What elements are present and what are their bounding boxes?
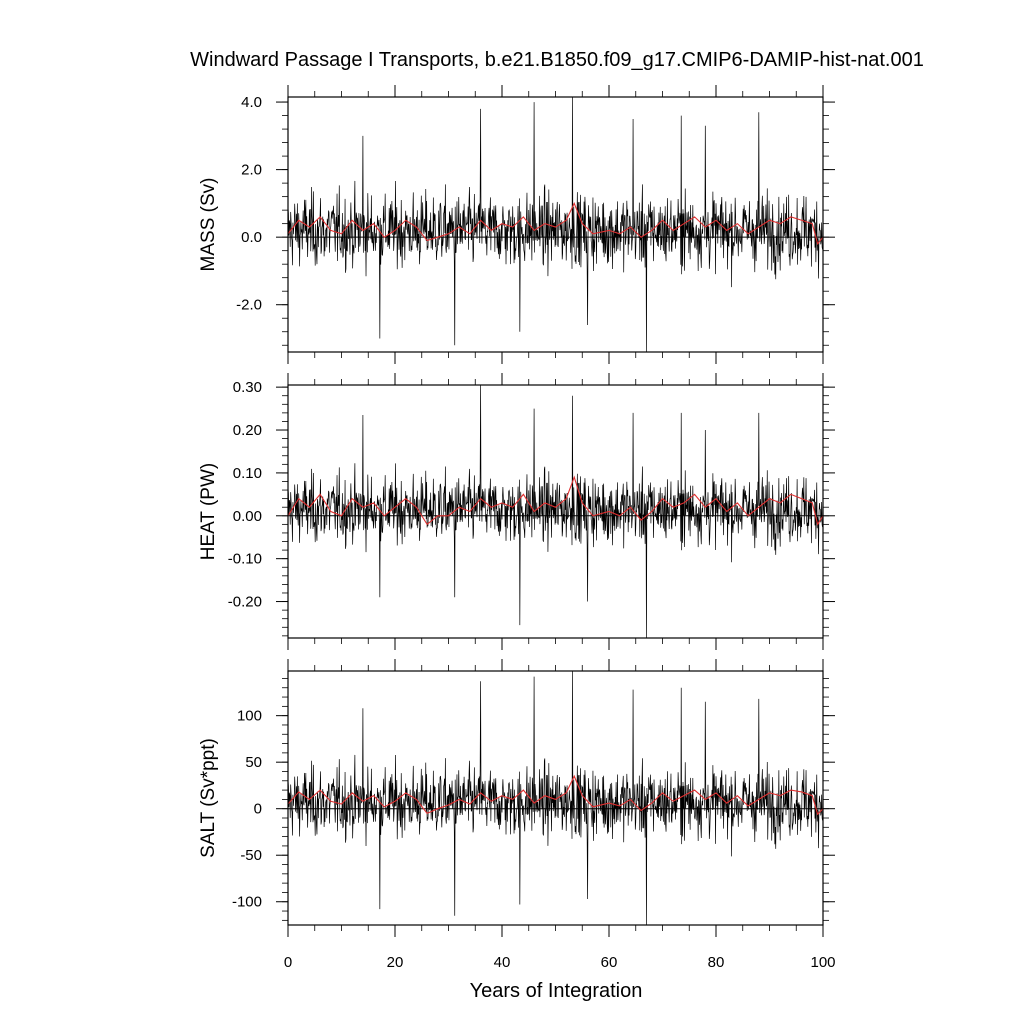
panel-1: -2.0 0.0 2.0 4.0 MASS (Sv): [198, 85, 835, 364]
monthly-series-line: [288, 671, 823, 925]
x-tick-label: 80: [708, 954, 725, 971]
y-tick-label: 4.0: [241, 94, 262, 111]
x-tick-label: 40: [494, 954, 511, 971]
x-tick-label: 100: [810, 954, 835, 971]
y-tick-label: 0.0: [241, 229, 262, 246]
smoothed-series-line: [288, 774, 823, 816]
y-tick-label: -0.10: [228, 551, 262, 568]
y-tick-label: 0.20: [233, 422, 262, 439]
y-axis-label: MASS (Sv): [198, 178, 219, 272]
y-tick-label: -100: [232, 894, 262, 911]
chart-title: Windward Passage I Transports, b.e21.B18…: [190, 49, 924, 71]
y-tick-label: 0.00: [233, 508, 262, 525]
y-tick-label: 50: [245, 754, 262, 771]
x-tick-label: 20: [387, 954, 404, 971]
panels: -2.0 0.0 2.0 4.0 MASS (Sv) -0.20 -0.10 0.00 0.10…: [198, 85, 836, 971]
x-tick-label: 0: [284, 954, 292, 971]
monthly-series-line: [288, 97, 823, 352]
y-tick-label: 0.30: [233, 379, 262, 396]
panel-2: -0.20 -0.10 0.00 0.10 0.20 0.30 HEAT (PW): [198, 373, 835, 650]
y-tick-label: -50: [240, 847, 262, 864]
y-tick-label: 100: [237, 708, 262, 725]
smoothed-series-line: [288, 202, 823, 246]
y-tick-label: -2.0: [236, 297, 262, 314]
y-tick-label: 0: [254, 801, 262, 818]
x-axis-label: Years of Integration: [470, 980, 643, 1002]
panel-3: -100 -50 0 50 100 0 20 40 60 80 100 SALT (Sv*ppt): [198, 659, 836, 971]
monthly-series-line: [288, 385, 823, 638]
smoothed-series-line: [288, 475, 823, 526]
y-tick-label: 0.10: [233, 465, 262, 482]
y-axis-label: SALT (Sv*ppt): [198, 738, 219, 858]
x-tick-label: 60: [601, 954, 618, 971]
y-axis-label: HEAT (PW): [198, 463, 219, 560]
y-tick-label: 2.0: [241, 162, 262, 179]
y-tick-label: -0.20: [228, 594, 262, 611]
